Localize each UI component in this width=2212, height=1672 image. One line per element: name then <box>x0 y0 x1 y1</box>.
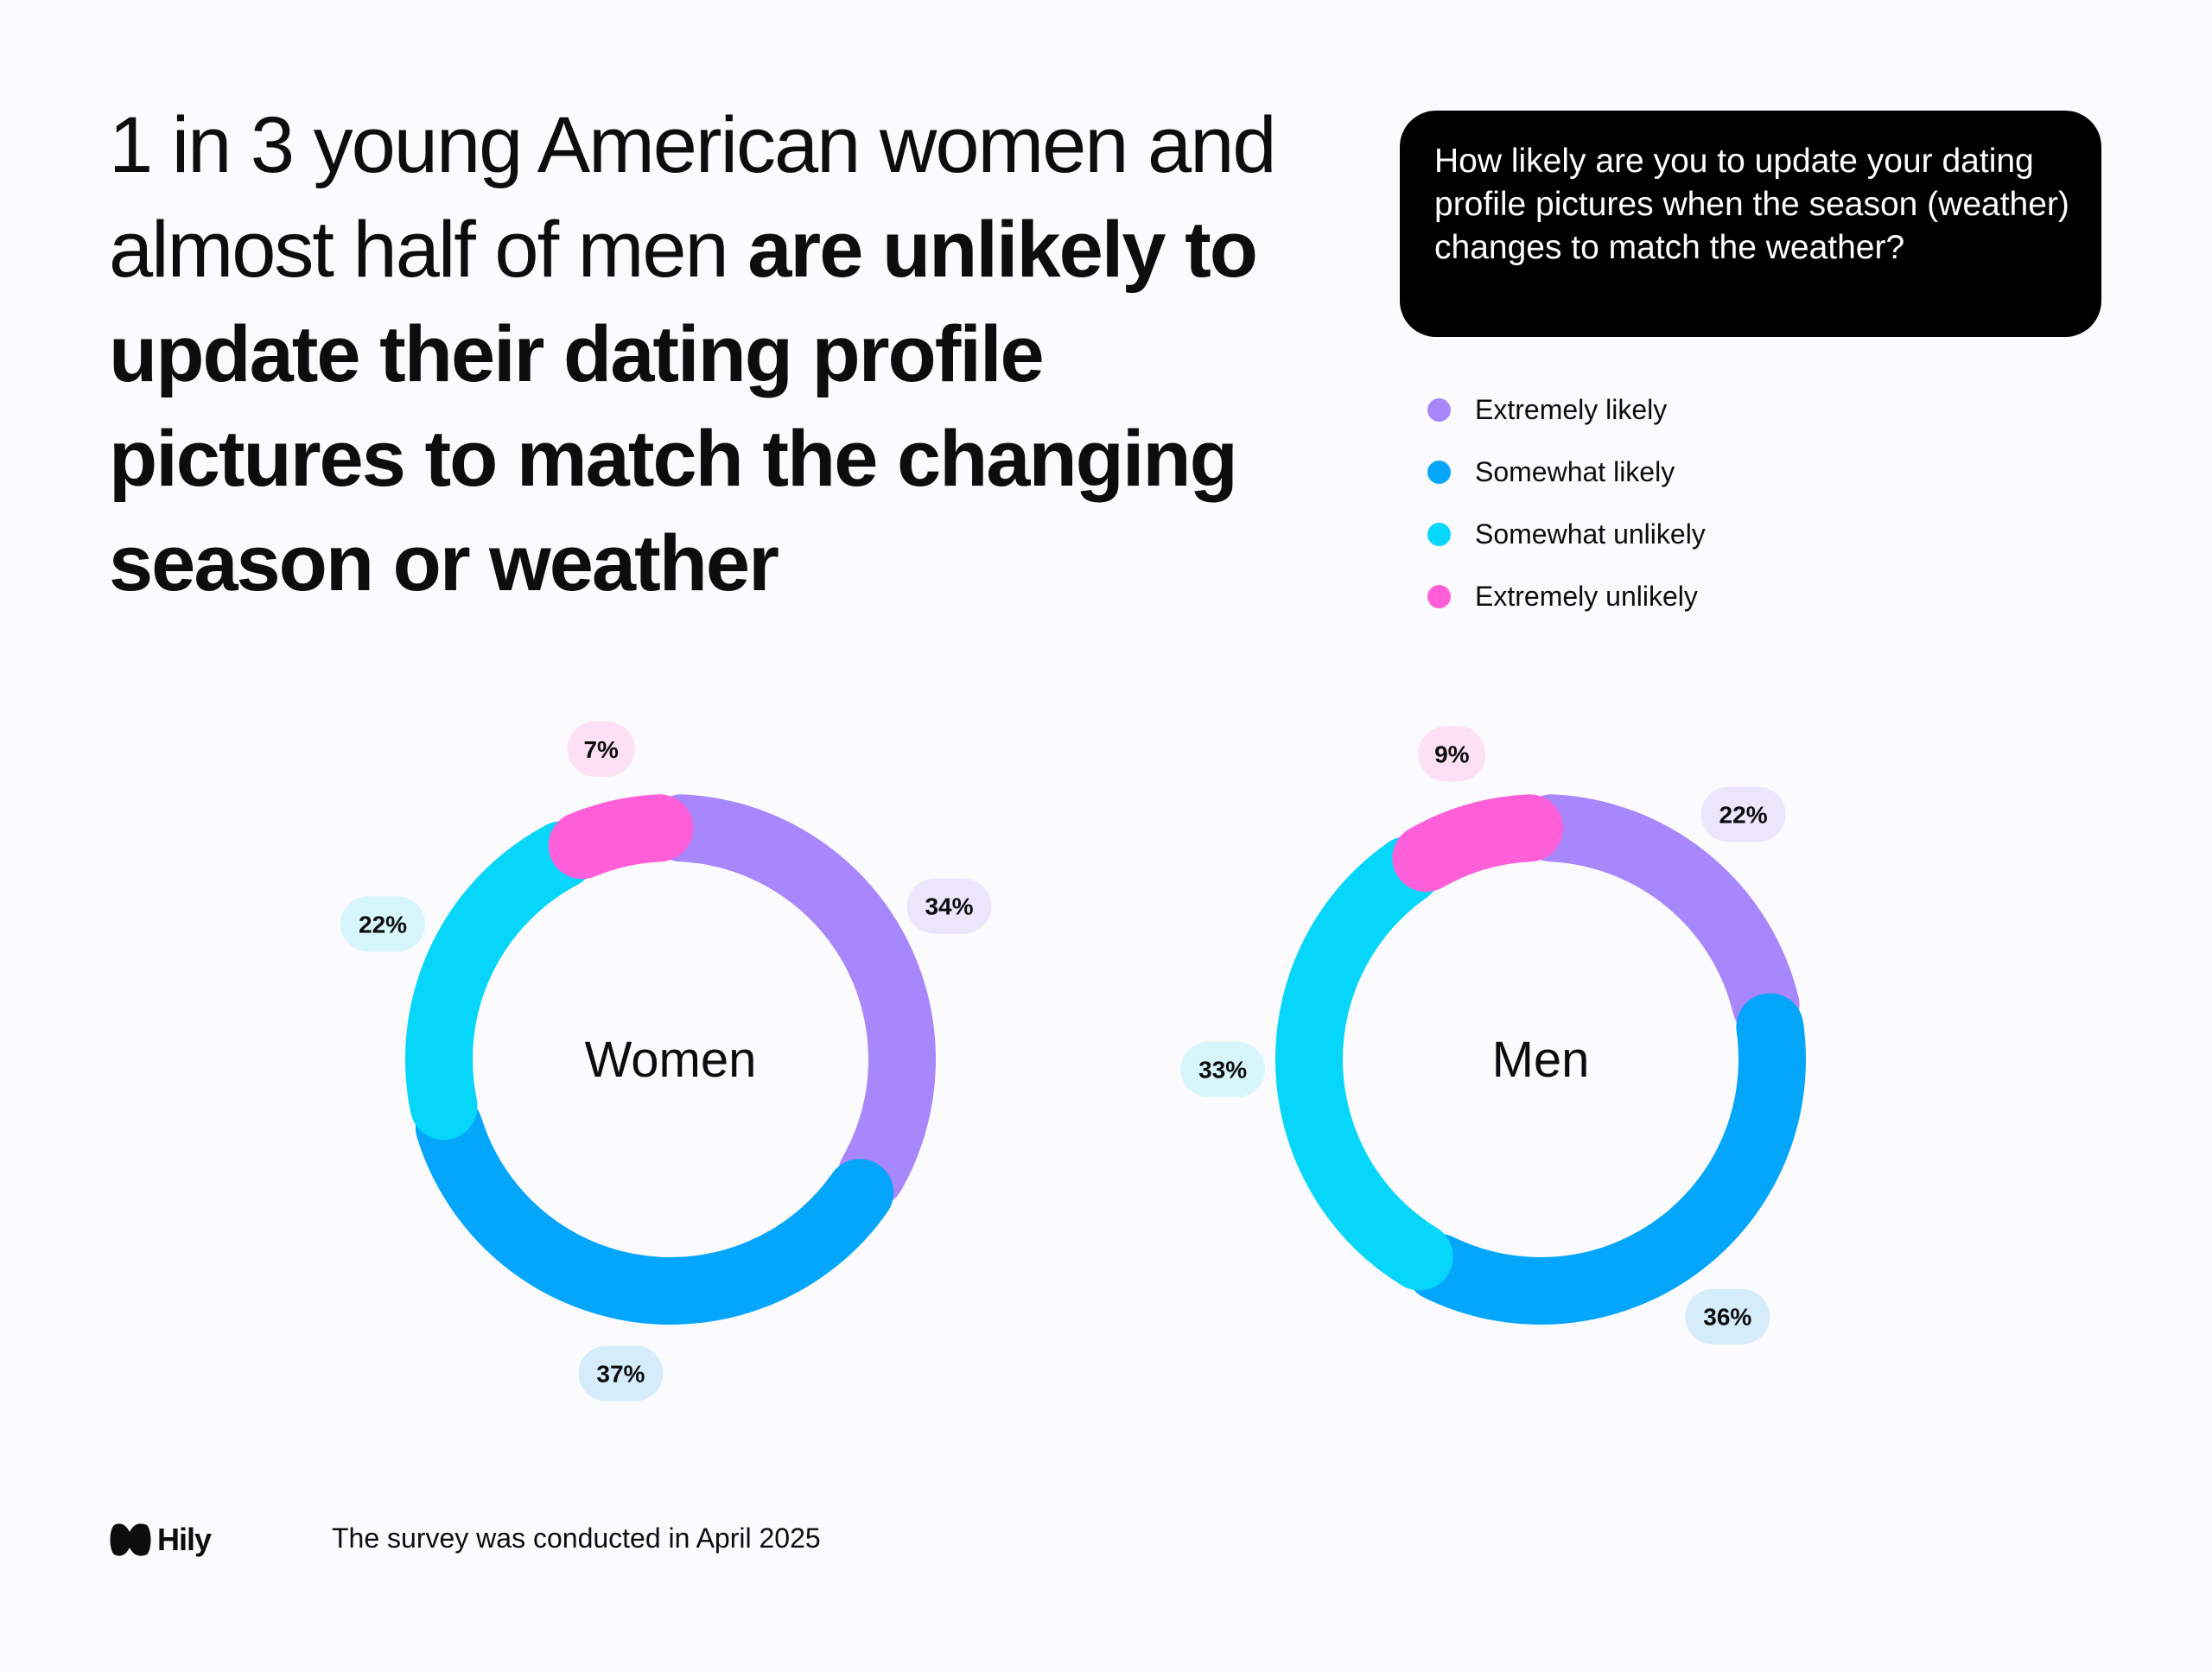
value-label-pill <box>906 878 992 934</box>
donut-segment-extremely-unlikely <box>548 794 694 880</box>
legend-item-extremely-unlikely: Extremely unlikely <box>1427 565 1706 627</box>
value-label: 33% <box>1198 1057 1247 1084</box>
headline-regular: 1 in 3 young American women and almost h… <box>109 101 1277 294</box>
donut-center-label: Men <box>1492 1032 1590 1088</box>
donut-segment-somewhat-unlikely <box>1275 836 1453 1291</box>
value-label-pill <box>578 1345 664 1402</box>
donut-center-label: Women <box>585 1032 757 1088</box>
donut-segment-somewhat-likely <box>415 1094 894 1325</box>
value-label: 36% <box>1703 1304 1751 1331</box>
headline-bold: are unlikely to update their dating prof… <box>109 206 1258 607</box>
legend-label: Extremely unlikely <box>1475 580 1698 612</box>
donut-segment-extremely-unlikely <box>1392 794 1564 893</box>
legend-swatch <box>1427 584 1451 608</box>
value-label: 22% <box>359 911 407 938</box>
donut-segment-extremely-likely <box>647 794 936 1208</box>
legend-swatch <box>1427 522 1451 546</box>
legend-label: Somewhat likely <box>1475 455 1675 487</box>
donut-chart-men: 22% 36% 33% 9% Men <box>1180 726 1806 1345</box>
logo-text: Hily <box>157 1522 212 1557</box>
value-label-pill <box>1180 1041 1266 1097</box>
value-label: 34% <box>925 893 973 920</box>
value-label: 9% <box>1434 741 1470 768</box>
legend-item-somewhat-likely: Somewhat likely <box>1427 441 1706 503</box>
value-label-pill <box>1418 726 1486 782</box>
donut-segment-extremely-likely <box>1517 794 1800 1039</box>
donut-charts: 34% 37% 22% 7% Women 22% 36% 33% 9% Men <box>340 721 1806 1402</box>
legend-swatch <box>1427 460 1451 484</box>
donut-segment-somewhat-likely <box>1405 993 1806 1325</box>
value-label-pill <box>1700 786 1786 842</box>
value-label: 37% <box>596 1360 645 1387</box>
legend-swatch <box>1427 397 1451 422</box>
value-label-pill <box>340 896 426 952</box>
survey-question: How likely are you to update your dating… <box>1434 143 2069 266</box>
legend-item-extremely-likely: Extremely likely <box>1427 378 1706 441</box>
value-label-pill <box>1685 1288 1770 1345</box>
survey-question-box: How likely are you to update your dating… <box>1400 111 2101 337</box>
legend-label: Somewhat unlikely <box>1475 518 1706 550</box>
legend-label: Extremely likely <box>1475 393 1668 425</box>
value-label: 22% <box>1719 801 1768 828</box>
value-label: 7% <box>583 736 619 763</box>
survey-date-note: The survey was conducted in April 2025 <box>332 1523 821 1554</box>
legend: Extremely likely Somewhat likely Somewha… <box>1427 378 1706 627</box>
donut-chart-women: 34% 37% 22% 7% Women <box>340 721 992 1402</box>
donut-segment-somewhat-unlikely <box>405 821 596 1141</box>
hily-logo: Hily <box>109 1518 212 1561</box>
value-label-pill <box>567 721 635 777</box>
headline: 1 in 3 young American women and almost h… <box>109 93 1353 616</box>
legend-item-somewhat-unlikely: Somewhat unlikely <box>1427 503 1706 565</box>
hily-logo-icon <box>110 1523 151 1556</box>
